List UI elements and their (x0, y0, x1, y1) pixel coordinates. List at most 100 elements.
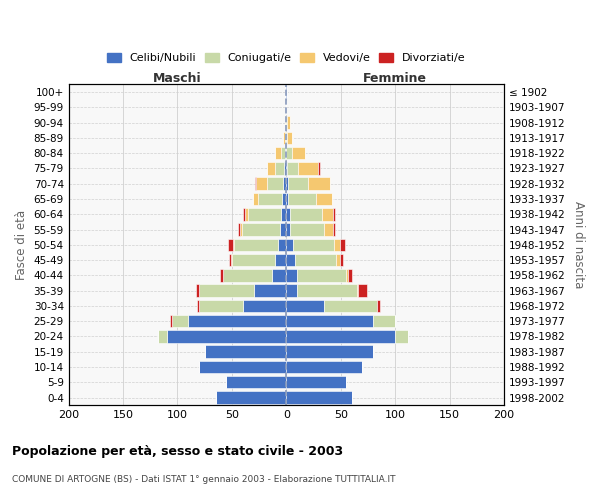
Bar (322, 208, 333, 220)
Bar (289, 178, 308, 190)
Bar (272, 269, 286, 281)
Bar (285, 116, 286, 129)
Bar (248, 208, 281, 220)
Bar (337, 254, 340, 266)
Bar (318, 162, 320, 174)
Bar (286, 224, 290, 236)
Bar (287, 132, 292, 144)
Bar (234, 238, 278, 251)
Bar (298, 162, 318, 174)
Bar (280, 224, 286, 236)
Bar (284, 162, 286, 174)
Bar (227, 238, 233, 251)
Text: Maschi: Maschi (153, 72, 202, 86)
Bar (325, 300, 377, 312)
Bar (232, 254, 275, 266)
Bar (286, 116, 287, 129)
Bar (325, 224, 333, 236)
Bar (256, 178, 267, 190)
Bar (286, 208, 290, 220)
Bar (286, 178, 289, 190)
Bar (199, 300, 243, 312)
Bar (205, 346, 286, 358)
Bar (286, 360, 362, 373)
Bar (293, 238, 334, 251)
Text: Femmine: Femmine (363, 72, 427, 86)
Bar (286, 315, 373, 328)
Bar (286, 346, 373, 358)
Bar (283, 132, 285, 144)
Bar (242, 224, 280, 236)
Bar (286, 330, 395, 342)
Bar (286, 162, 287, 174)
Bar (158, 330, 167, 342)
Bar (286, 238, 293, 251)
Y-axis label: Anni di nascita: Anni di nascita (572, 201, 585, 288)
Bar (340, 254, 343, 266)
Bar (287, 116, 290, 129)
Bar (334, 238, 340, 251)
Bar (245, 208, 248, 220)
Bar (340, 238, 345, 251)
Legend: Celibi/Nubili, Coniugati/e, Vedovi/e, Divorziati/e: Celibi/Nubili, Coniugati/e, Vedovi/e, Di… (103, 48, 470, 68)
Bar (333, 208, 335, 220)
Bar (197, 300, 199, 312)
Bar (275, 162, 284, 174)
Bar (199, 360, 286, 373)
Bar (373, 315, 395, 328)
Bar (286, 147, 292, 160)
Bar (346, 269, 349, 281)
Bar (349, 269, 352, 281)
Bar (226, 376, 286, 388)
Bar (282, 193, 286, 205)
Bar (229, 254, 231, 266)
Bar (377, 300, 380, 312)
Bar (172, 315, 188, 328)
Bar (231, 254, 232, 266)
Bar (238, 224, 239, 236)
Bar (286, 269, 297, 281)
Bar (258, 193, 282, 205)
Bar (295, 254, 337, 266)
Bar (286, 284, 297, 297)
Bar (243, 300, 286, 312)
Bar (316, 193, 332, 205)
Bar (395, 330, 408, 342)
Bar (285, 147, 286, 160)
Bar (283, 178, 286, 190)
Bar (286, 391, 352, 404)
Bar (333, 224, 335, 236)
Bar (285, 86, 286, 99)
Bar (287, 162, 298, 174)
Bar (215, 391, 286, 404)
Bar (286, 254, 295, 266)
Bar (255, 178, 256, 190)
Bar (167, 330, 286, 342)
Bar (267, 162, 275, 174)
Bar (286, 86, 287, 99)
Bar (285, 132, 286, 144)
Bar (233, 238, 234, 251)
Bar (243, 208, 245, 220)
Bar (281, 208, 286, 220)
Bar (253, 193, 258, 205)
Bar (297, 269, 346, 281)
Bar (275, 254, 286, 266)
Bar (358, 284, 367, 297)
Bar (220, 269, 223, 281)
Bar (286, 132, 287, 144)
Bar (254, 284, 286, 297)
Text: COMUNE DI ARTOGNE (BS) - Dati ISTAT 1° gennaio 2003 - Elaborazione TUTTITALIA.IT: COMUNE DI ARTOGNE (BS) - Dati ISTAT 1° g… (12, 475, 395, 484)
Bar (239, 224, 242, 236)
Bar (286, 193, 289, 205)
Bar (289, 193, 316, 205)
Bar (170, 315, 172, 328)
Bar (199, 284, 254, 297)
Bar (275, 147, 281, 160)
Bar (281, 147, 285, 160)
Bar (278, 238, 286, 251)
Bar (223, 269, 272, 281)
Bar (290, 224, 325, 236)
Bar (308, 178, 330, 190)
Bar (286, 376, 346, 388)
